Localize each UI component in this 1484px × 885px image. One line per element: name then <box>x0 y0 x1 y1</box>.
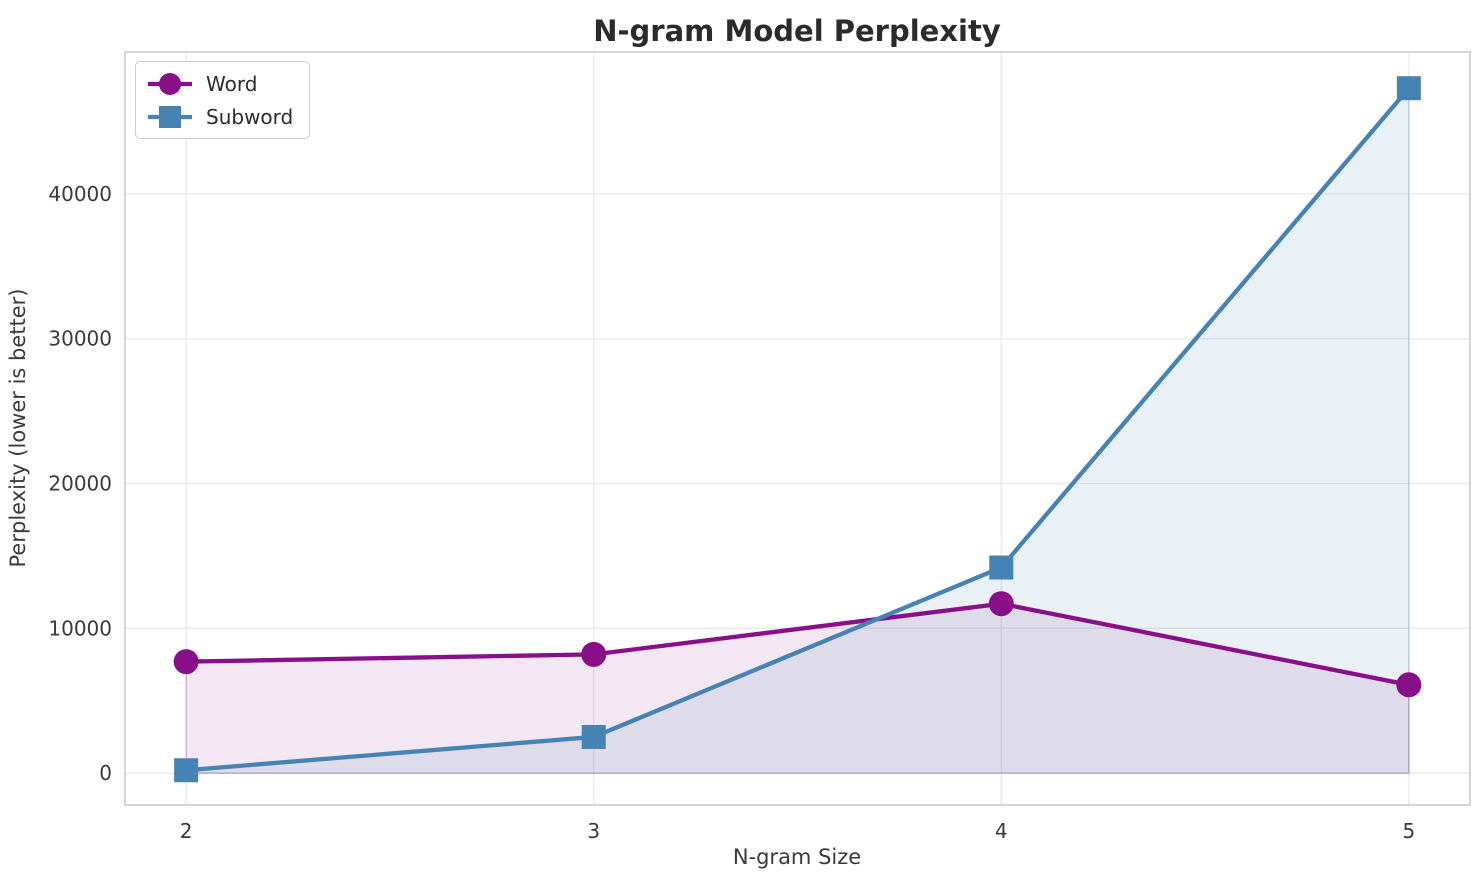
x-axis-label: N-gram Size <box>733 845 861 869</box>
subword-data-point <box>174 758 199 783</box>
word-line-circle-marker-icon <box>148 72 192 95</box>
plot-border <box>124 51 1471 806</box>
x-tick-label: 2 <box>180 819 193 843</box>
y-tick-label: 10000 <box>48 616 112 640</box>
subword-line <box>183 86 1412 773</box>
subword-data-point <box>581 724 606 749</box>
word-data-point <box>1396 672 1422 698</box>
tick-labels: 0 10000 20000 30000 40000 2 3 4 5 <box>48 182 1415 843</box>
subword-data-point <box>1396 76 1421 101</box>
y-axis-label: Perplexity (lower is better) <box>6 289 30 568</box>
series-lines <box>173 76 1422 783</box>
subword-data-point <box>989 555 1014 580</box>
legend-item-subword[interactable]: Subword <box>146 101 293 132</box>
axes-spines <box>124 51 1471 806</box>
area-fills <box>185 86 1410 774</box>
legend-label-subword: Subword <box>206 104 294 129</box>
legend-item-word[interactable]: Word <box>146 68 293 99</box>
word-data-point <box>988 591 1014 617</box>
legend: Word Subword <box>135 61 311 139</box>
y-tick-label: 0 <box>99 761 112 785</box>
y-tick-label: 30000 <box>48 327 112 351</box>
x-tick-label: 4 <box>995 819 1008 843</box>
y-tick-label: 20000 <box>48 472 112 496</box>
word-data-point <box>173 649 199 675</box>
word-line <box>183 601 1412 687</box>
y-tick-label: 40000 <box>48 182 112 206</box>
subword-line-square-marker-icon <box>148 105 192 128</box>
x-tick-label: 5 <box>1402 819 1415 843</box>
word-data-point <box>581 641 607 667</box>
legend-label-word: Word <box>206 71 258 96</box>
x-tick-label: 3 <box>587 819 600 843</box>
chart-title: N-gram Model Perplexity <box>593 14 1001 48</box>
